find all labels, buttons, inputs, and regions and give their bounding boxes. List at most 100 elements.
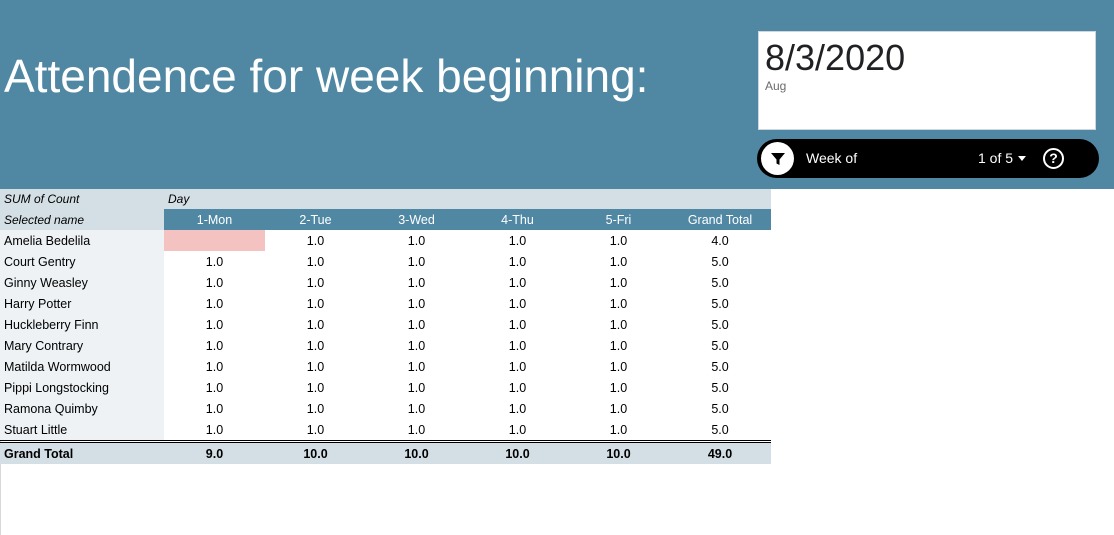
table-cell: 1.0 (306, 275, 325, 290)
row-label: Matilda Wormwood (0, 356, 164, 377)
chevron-down-icon[interactable] (1018, 156, 1026, 161)
row-label: Stuart Little (0, 419, 164, 442)
table-cell: 1.0 (508, 380, 527, 395)
week-filter-control[interactable]: Week of 1 of 5 ? (757, 139, 1099, 178)
table-cell: 1.0 (306, 317, 325, 332)
grand-total-cell: 10.0 (467, 440, 568, 464)
table-cell: 1.0 (306, 359, 325, 374)
pivot-value-label: SUM of Count (0, 189, 164, 209)
table-cell: 1.0 (407, 233, 426, 248)
table-cell: 1.0 (407, 275, 426, 290)
pivot-header-row: Selected name 1-Mon 2-Tue 3-Wed 4-Thu 5-Fri G… (0, 209, 772, 230)
table-cell: 5.0 (711, 296, 729, 311)
table-cell: 4.0 (711, 233, 729, 248)
column-header[interactable]: 2-Tue (265, 209, 366, 230)
table-cell: 1.0 (609, 296, 628, 311)
grand-total-label: Grand Total (0, 440, 164, 464)
row-label: Harry Potter (0, 293, 164, 314)
grand-total-cell: 10.0 (568, 440, 669, 464)
table-cell: 5.0 (711, 401, 729, 416)
table-row: Court Gentry 1.0 1.0 1.0 1.0 1.0 5.0 (0, 251, 771, 272)
table-row: Stuart Little 1.0 1.0 1.0 1.0 1.0 5.0 (0, 419, 771, 442)
table-cell: 1.0 (205, 380, 224, 395)
pivot-table: SUM of Count Day Selected name 1-Mon 2-Tu… (0, 189, 772, 464)
table-cell: 1.0 (407, 254, 426, 269)
row-label: Ginny Weasley (0, 272, 164, 293)
row-label: Amelia Bedelila (0, 230, 164, 251)
table-cell: 1.0 (205, 275, 224, 290)
column-header[interactable]: Grand Total (669, 209, 772, 230)
table-row: Ginny Weasley 1.0 1.0 1.0 1.0 1.0 5.0 (0, 272, 771, 293)
table-cell: 1.0 (205, 296, 224, 311)
table-cell: 1.0 (407, 359, 426, 374)
column-header[interactable]: 5-Fri (568, 209, 669, 230)
table-cell: 1.0 (205, 338, 224, 353)
table-cell: 1.0 (609, 380, 628, 395)
pivot-header-row-top: SUM of Count Day (0, 189, 772, 209)
table-cell: 1.0 (205, 359, 224, 374)
table-cell: 1.0 (609, 254, 628, 269)
table-cell: 1.0 (508, 317, 527, 332)
column-header[interactable]: 3-Wed (366, 209, 467, 230)
date-scorecard[interactable]: 8/3/2020 Aug (758, 31, 1096, 130)
table-cell: 1.0 (609, 233, 628, 248)
table-cell: 1.0 (609, 317, 628, 332)
column-header[interactable]: 4-Thu (467, 209, 568, 230)
table-cell: 1.0 (508, 254, 527, 269)
pivot-row-field-label: Selected name (0, 209, 164, 230)
table-cell: 1.0 (609, 275, 628, 290)
table-cell: 1.0 (306, 401, 325, 416)
table-cell: 1.0 (205, 317, 224, 332)
table-cell: 1.0 (407, 380, 426, 395)
table-cell: 1.0 (508, 338, 527, 353)
table-cell: 5.0 (711, 338, 729, 353)
row-label: Ramona Quimby (0, 398, 164, 419)
grand-total-cell: 9.0 (164, 440, 265, 464)
table-cell: 1.0 (508, 233, 527, 248)
grand-total-cell: 10.0 (265, 440, 366, 464)
grand-total-cell: 10.0 (366, 440, 467, 464)
table-cell: 1.0 (407, 338, 426, 353)
filter-selection-count[interactable]: 1 of 5 (978, 150, 1014, 166)
table-cell: 1.0 (306, 254, 325, 269)
table-cell: 5.0 (711, 422, 729, 437)
table-cell: 5.0 (711, 317, 729, 332)
table-cell: 1.0 (306, 422, 325, 437)
table-cell: 5.0 (711, 275, 729, 290)
table-cell: 1.0 (205, 254, 224, 269)
header-banner: Attendence for week beginning: 8/3/2020 … (0, 0, 1114, 189)
row-label: Pippi Longstocking (0, 377, 164, 398)
table-cell: 1.0 (508, 422, 527, 437)
table-cell: 1.0 (609, 422, 628, 437)
page-title: Attendence for week beginning: (4, 50, 649, 102)
table-row: Huckleberry Finn 1.0 1.0 1.0 1.0 1.0 5.0 (0, 314, 771, 335)
table-cell: 1.0 (407, 422, 426, 437)
filter-funnel-icon[interactable] (761, 142, 794, 175)
table-row: Amelia Bedelila 1.0 1.0 1.0 1.0 4.0 (0, 230, 771, 251)
table-row: Matilda Wormwood 1.0 1.0 1.0 1.0 1.0 5.0 (0, 356, 771, 377)
table-cell: 1.0 (508, 296, 527, 311)
table-row: Ramona Quimby 1.0 1.0 1.0 1.0 1.0 5.0 (0, 398, 771, 419)
table-cell: 1.0 (508, 401, 527, 416)
table-cell: 1.0 (205, 401, 224, 416)
pivot-column-group-label: Day (164, 189, 772, 209)
table-cell: 1.0 (609, 401, 628, 416)
column-header[interactable]: 1-Mon (164, 209, 265, 230)
table-cell: 1.0 (306, 338, 325, 353)
table-cell: 1.0 (508, 275, 527, 290)
table-cell: 1.0 (306, 380, 325, 395)
row-label: Huckleberry Finn (0, 314, 164, 335)
grand-total-cell: 49.0 (669, 440, 772, 464)
table-cell: 1.0 (306, 233, 325, 248)
row-label: Mary Contrary (0, 335, 164, 356)
grand-total-row: Grand Total 9.0 10.0 10.0 10.0 10.0 49.0 (0, 440, 772, 464)
table-cell: 1.0 (407, 401, 426, 416)
table-row: Harry Potter 1.0 1.0 1.0 1.0 1.0 5.0 (0, 293, 771, 314)
table-cell: 5.0 (711, 380, 729, 395)
table-cell: 5.0 (711, 359, 729, 374)
table-row: Mary Contrary 1.0 1.0 1.0 1.0 1.0 5.0 (0, 335, 771, 356)
table-cell: 1.0 (205, 422, 224, 437)
help-icon[interactable]: ? (1043, 148, 1064, 169)
table-row: Pippi Longstocking 1.0 1.0 1.0 1.0 1.0 5.0 (0, 377, 771, 398)
table-cell: 5.0 (711, 254, 729, 269)
